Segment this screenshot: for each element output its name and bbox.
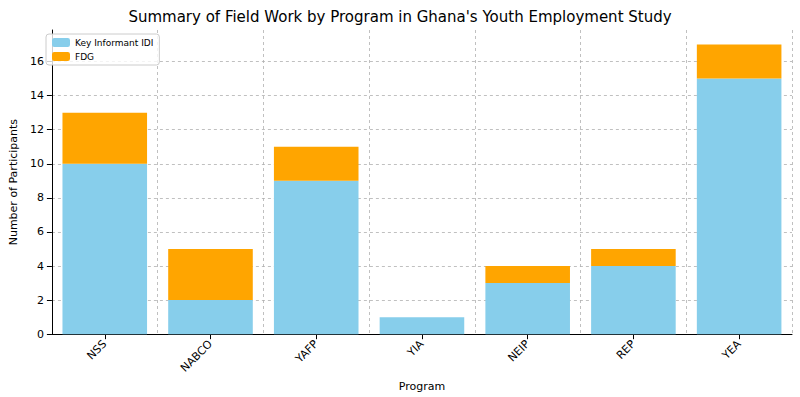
- svg-text:YEA: YEA: [719, 337, 744, 362]
- svg-text:NABCO: NABCO: [178, 337, 215, 374]
- svg-text:10: 10: [30, 157, 44, 170]
- svg-text:REP: REP: [614, 337, 638, 361]
- svg-text:Key Informant IDI: Key Informant IDI: [75, 38, 153, 48]
- svg-text:Program: Program: [399, 380, 445, 393]
- svg-text:Number of Participants: Number of Participants: [7, 119, 20, 246]
- svg-text:Summary of Field Work by Progr: Summary of Field Work by Program in Ghan…: [128, 8, 671, 26]
- svg-text:8: 8: [37, 191, 44, 204]
- svg-text:2: 2: [37, 294, 44, 307]
- svg-text:6: 6: [37, 225, 44, 238]
- svg-text:YAFP: YAFP: [292, 337, 321, 366]
- svg-text:4: 4: [37, 260, 44, 273]
- svg-text:NEIP: NEIP: [505, 337, 532, 364]
- svg-text:14: 14: [30, 89, 44, 102]
- svg-text:YIA: YIA: [404, 337, 427, 360]
- svg-text:0: 0: [37, 328, 44, 341]
- svg-text:NSS: NSS: [84, 338, 109, 363]
- svg-text:FDG: FDG: [75, 52, 94, 62]
- svg-text:12: 12: [30, 123, 44, 136]
- svg-text:16: 16: [30, 55, 44, 68]
